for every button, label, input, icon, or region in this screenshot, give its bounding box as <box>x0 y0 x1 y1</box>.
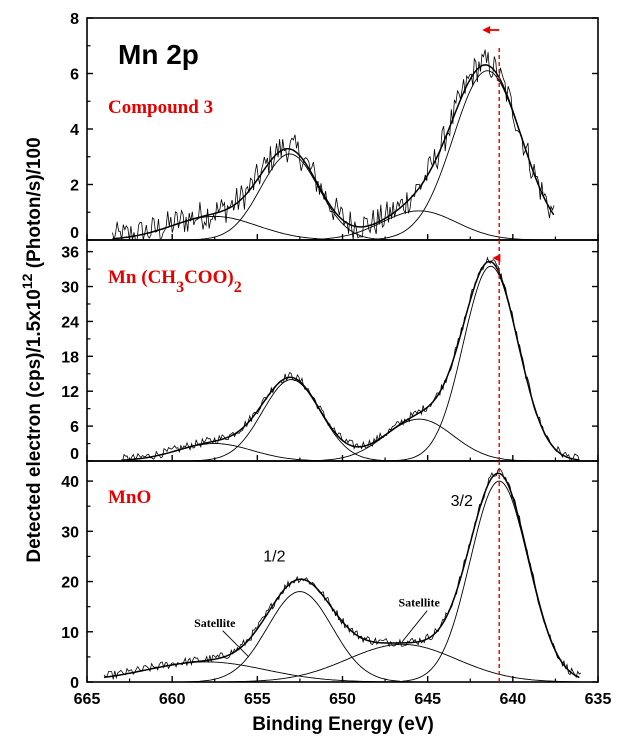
fit-component-3 <box>104 643 580 683</box>
figure-title: Mn 2p <box>118 39 199 70</box>
peak-annotation: 1/2 <box>263 548 285 565</box>
y-tick-label: 10 <box>61 625 79 642</box>
y-axis-label: Detected electron (cps)/1.5x1012 (Photon… <box>19 137 45 562</box>
experimental-trace <box>120 256 580 462</box>
panel-frame-bottom <box>86 460 599 683</box>
x-tick-label: 640 <box>499 691 526 708</box>
y-tick-label: 8 <box>70 11 79 28</box>
experimental-trace <box>112 49 555 241</box>
y-tick-label: 20 <box>61 575 79 592</box>
y-tick-label: 4 <box>70 122 79 139</box>
fit-envelope <box>121 260 580 461</box>
y-tick-label: 2 <box>70 178 79 195</box>
y-label-tail: (Photon/s)/100 <box>24 137 45 273</box>
y-tick-label: 0 <box>70 225 79 242</box>
peak-annotation: 3/2 <box>451 493 473 510</box>
x-tick-label: 660 <box>159 691 186 708</box>
y-label-main: Detected electron (cps)/1.5x10 <box>24 289 45 563</box>
y-tick-label: 30 <box>61 280 79 297</box>
satellite-annotation: Satellite <box>194 616 236 630</box>
y-tick-label: 6 <box>70 67 79 84</box>
y-tick-label: 12 <box>61 384 79 401</box>
fit-envelope <box>103 472 580 679</box>
x-axis-label: Binding Energy (eV) <box>252 714 434 735</box>
satellite-annotation: Satellite <box>398 596 440 610</box>
y-tick-label: 18 <box>61 349 79 366</box>
label-part: 2 <box>234 279 242 296</box>
label-part: Compound 3 <box>108 97 213 118</box>
x-tick-label: 665 <box>74 691 101 708</box>
shift-arrow-head <box>492 254 501 262</box>
x-tick-label: 635 <box>585 691 612 708</box>
label-part: 3 <box>176 279 184 296</box>
x-tick-label: 655 <box>244 691 271 708</box>
experimental-trace <box>103 467 582 680</box>
y-tick-label: 24 <box>61 314 79 331</box>
y-tick-label: 30 <box>61 524 79 541</box>
panel-label-middle: Mn (CH3COO)2 <box>108 267 242 296</box>
fit-component-1 <box>121 265 580 462</box>
fit-component-1 <box>104 480 580 683</box>
y-tick-label: 36 <box>61 245 79 262</box>
y-tick-label: 0 <box>70 446 79 463</box>
annotation-leader <box>401 610 428 643</box>
label-part: MnO <box>108 487 151 508</box>
label-part: COO) <box>184 267 234 288</box>
y-label-exponent: 12 <box>19 273 35 289</box>
y-tick-label: 0 <box>70 675 79 692</box>
annotation-leader <box>222 630 250 658</box>
x-tick-label: 645 <box>414 691 441 708</box>
panel-label-bottom: MnO <box>108 487 151 508</box>
shift-arrow-head <box>482 26 491 34</box>
panel-label-top: Compound 3 <box>108 97 213 118</box>
label-part: Mn (CH <box>108 267 176 288</box>
x-tick-label: 650 <box>329 691 356 708</box>
fit-component-2 <box>104 591 580 683</box>
y-tick-label: 6 <box>70 419 79 436</box>
y-tick-label: 40 <box>61 474 79 491</box>
